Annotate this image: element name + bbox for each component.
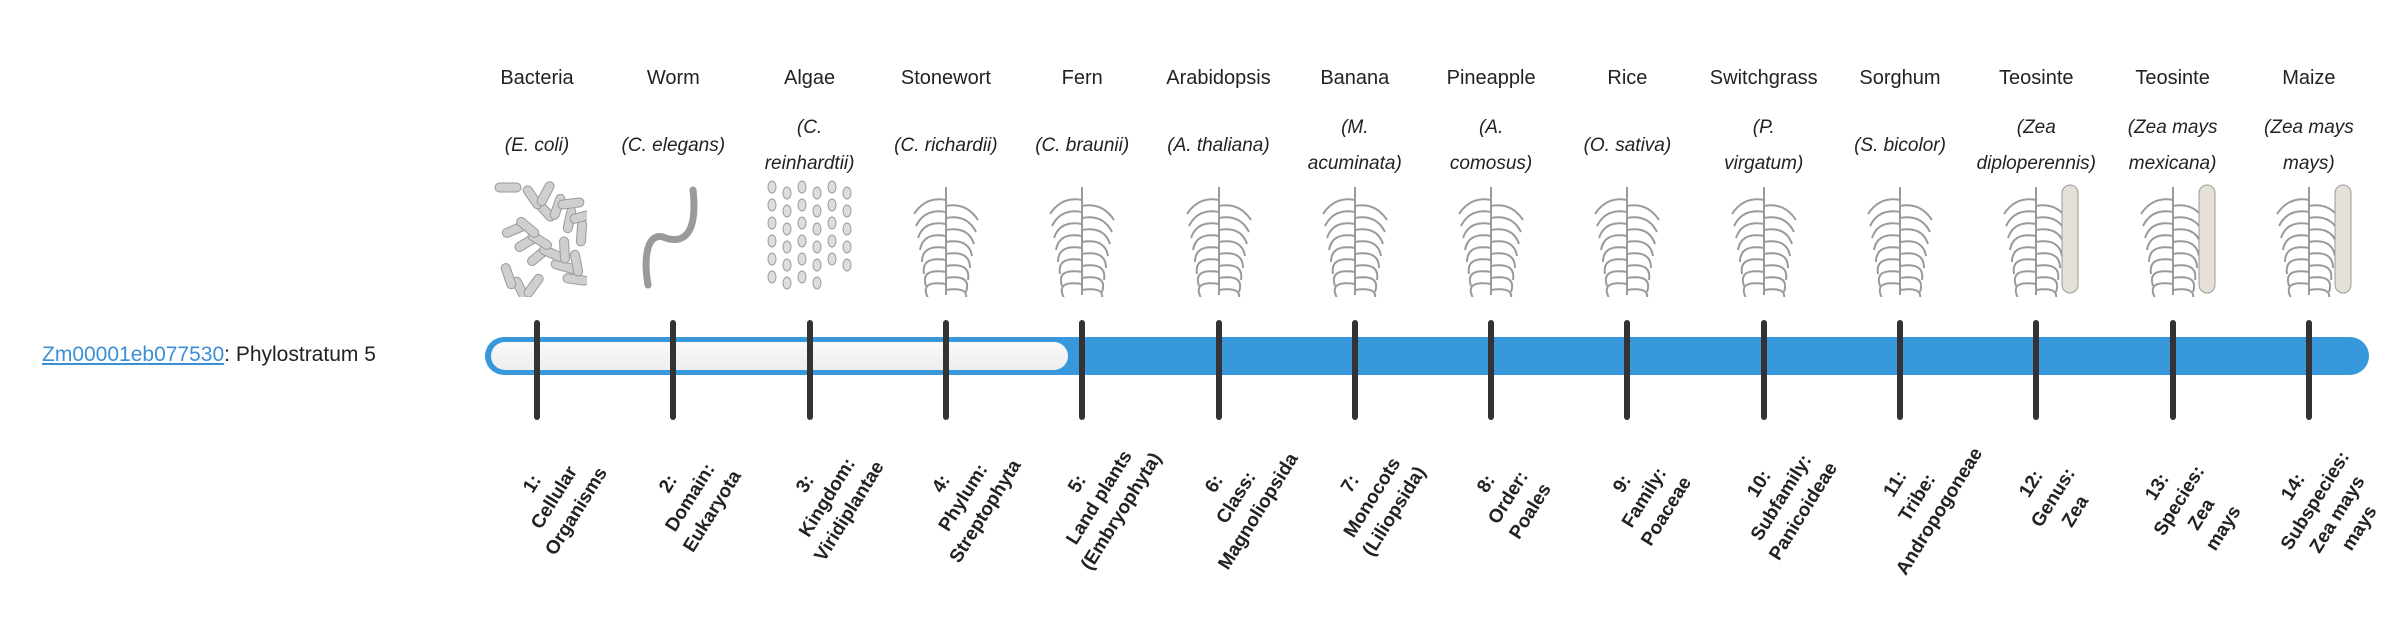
scientific-name-line: virgatum): [1724, 153, 1804, 174]
phylostratum-tick: [2033, 320, 2040, 420]
organism-scientific-name: (O. sativa): [1559, 104, 1695, 188]
organism-common-name: Teosinte: [2135, 67, 2210, 89]
scientific-name-line: (Zea mays: [2264, 117, 2354, 138]
organism-header: Teosinte (Zea diploperennis): [1968, 64, 2104, 188]
organism-header: Banana (M. acuminata): [1287, 64, 1423, 188]
organism-scientific-name: (S. bicolor): [1832, 104, 1968, 188]
organism-header: Rice (O. sativa): [1559, 64, 1695, 188]
phylostratum-text: : Phylostratum 5: [224, 343, 376, 366]
scientific-name-line: (A.: [1478, 117, 1504, 138]
phylostratum-tick: [1079, 320, 1086, 420]
organism-common-name: Fern: [1061, 67, 1103, 89]
organism-common-name: Pineapple: [1446, 67, 1536, 89]
rice-icon: [1577, 175, 1677, 305]
fern-icon: [1032, 175, 1132, 305]
scientific-name-line: reinhardtii): [764, 153, 855, 174]
switchgrass-icon: [1714, 175, 1814, 305]
scientific-name-line: (O. sativa): [1583, 135, 1672, 156]
algae-icon: [760, 175, 860, 297]
phylostratum-tick: [670, 320, 677, 420]
organism-scientific-name: (P. virgatum): [1696, 104, 1832, 188]
scientific-name-line: (C. braunii): [1035, 135, 1130, 156]
organism-scientific-name: (M. acuminata): [1287, 104, 1423, 188]
scientific-name-line: diploperennis): [1976, 153, 2096, 174]
phylostratum-tick: [534, 320, 540, 420]
organism-common-name: Algae: [784, 67, 836, 89]
scientific-name-line: (Zea mays: [2127, 117, 2218, 138]
scientific-name-line: (Zea: [2016, 117, 2056, 138]
phylostratum-tick: [1760, 320, 1767, 420]
organism-common-name: Banana: [1320, 67, 1390, 89]
banana-icon: [1305, 175, 1405, 305]
organism-header: Sorghum (S. bicolor): [1832, 64, 1968, 188]
scientific-name-line: mexicana): [2128, 153, 2217, 174]
phylostratum-tick: [942, 320, 949, 420]
gene-link[interactable]: Zm00001eb077530: [42, 343, 225, 366]
organism-scientific-name: (C. braunii): [1014, 104, 1150, 188]
organism-common-name: Rice: [1607, 67, 1648, 89]
organism-header: Arabidopsis (A. thaliana): [1151, 64, 1287, 188]
organism-common-name: Stonewort: [900, 67, 991, 89]
scientific-name-line: (P.: [1752, 117, 1775, 138]
organism-header: Switchgrass (P. virgatum): [1696, 64, 1832, 188]
phylostratum-bar: [485, 337, 2369, 375]
phylostratum-tick: [1624, 320, 1631, 420]
teosinte-icon: [2123, 175, 2223, 305]
scientific-name-line: (C.: [796, 117, 823, 138]
organism-header: Bacteria (E. coli): [469, 64, 605, 188]
scientific-name-line: (C. elegans): [621, 135, 726, 156]
organism-scientific-name: (A. thaliana): [1151, 104, 1287, 188]
organism-header: Maize (Zea mays mays): [2241, 64, 2377, 188]
scientific-name-line: (E. coli): [504, 135, 570, 156]
organism-header: Fern (C. braunii): [1014, 64, 1150, 188]
pineapple-icon: [1441, 175, 1541, 305]
arabidopsis-icon: [1169, 175, 1269, 305]
organism-header: Worm (C. elegans): [605, 64, 741, 188]
bar-unfilled-segment: [491, 342, 1069, 370]
organism-common-name: Switchgrass: [1709, 67, 1818, 89]
organism-header: Pineapple (A. comosus): [1423, 64, 1559, 188]
organism-scientific-name: (A. comosus): [1423, 104, 1559, 188]
phylostratum-tick: [2169, 320, 2176, 420]
organism-scientific-name: (C. elegans): [605, 104, 741, 188]
scientific-name-line: acuminata): [1307, 153, 1402, 174]
worm-icon: [623, 175, 723, 297]
organism-common-name: Teosinte: [1999, 67, 2074, 89]
organism-common-name: Sorghum: [1859, 67, 1941, 89]
phylostratum-tick: [1215, 320, 1222, 420]
organism-header: Stonewort (C. richardii): [878, 64, 1014, 188]
organism-scientific-name: (Zea diploperennis): [1968, 104, 2104, 188]
scientific-name-line: (A. thaliana): [1167, 135, 1270, 156]
phylostratum-tick: [1897, 320, 1903, 420]
organism-common-name: Arabidopsis: [1166, 67, 1271, 89]
phylostratum-tick: [1351, 320, 1358, 420]
organism-common-name: Bacteria: [500, 67, 574, 89]
organism-scientific-name: (E. coli): [469, 104, 605, 188]
bacteria-icon: [487, 175, 597, 302]
sorghum-icon: [1850, 175, 1950, 305]
scientific-name-line: (C. richardii): [894, 135, 998, 156]
organism-scientific-name: (Zea mays mays): [2241, 104, 2377, 188]
organism-header: Teosinte (Zea mays mexicana): [2105, 64, 2241, 188]
maize-icon: [2259, 175, 2359, 305]
organism-scientific-name: (Zea mays mexicana): [2105, 104, 2241, 188]
phylostratum-tick: [2305, 320, 2312, 420]
scientific-name-line: (M.: [1341, 117, 1369, 138]
stonewort-icon: [896, 175, 996, 305]
phylostratum-tick: [1488, 320, 1495, 420]
organism-scientific-name: (C. reinhardtii): [742, 104, 878, 188]
organism-common-name: Worm: [646, 67, 700, 89]
scientific-name-line: comosus): [1449, 153, 1533, 174]
organism-scientific-name: (C. richardii): [878, 104, 1014, 188]
phylostratum-tick: [806, 320, 813, 420]
scientific-name-line: mays): [2283, 153, 2335, 174]
gene-phylostratum-label: Zm00001eb077530: Phylostratum 5: [42, 340, 376, 370]
scientific-name-line: (S. bicolor): [1854, 135, 1946, 156]
teosinte-icon: [1986, 175, 2086, 305]
organism-common-name: Maize: [2282, 67, 2336, 89]
organism-header: Algae (C. reinhardtii): [742, 64, 878, 188]
